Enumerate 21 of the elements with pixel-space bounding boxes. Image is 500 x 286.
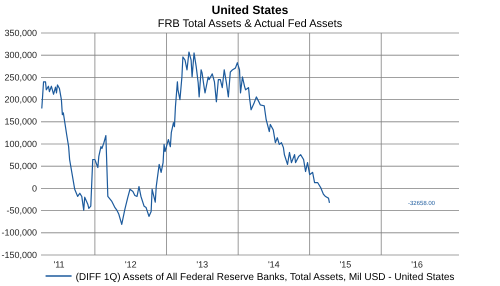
- y-tick-label: 0: [32, 183, 37, 194]
- x-tick-label: '14: [268, 259, 280, 270]
- y-tick-label: -100,000: [1, 228, 37, 238]
- y-tick-label: 100,000: [4, 138, 37, 149]
- y-tick-label: 300,000: [4, 50, 37, 60]
- y-tick-label: -150,000: [1, 250, 37, 260]
- x-tick-label: '16: [411, 259, 423, 270]
- y-tick-label: 200,000: [4, 94, 37, 104]
- y-tick-label: 350,000: [4, 28, 37, 38]
- x-tick-label: '13: [196, 259, 208, 270]
- chart-subtitle: FRB Total Assets & Actual Fed Assets: [158, 18, 343, 30]
- line-series: [41, 51, 330, 225]
- x-tick-label: '11: [54, 259, 65, 270]
- y-tick-label: 150,000: [4, 116, 37, 127]
- x-tick-label: '12: [124, 259, 137, 270]
- x-tick-label: '15: [339, 259, 352, 270]
- chart-title: United States: [212, 3, 289, 17]
- y-tick-label: -50,000: [6, 205, 37, 216]
- legend-label: (DIFF 1Q) Assets of All Federal Reserve Banks, Total Assets, Mil USD - United States: [76, 272, 454, 283]
- y-tick-label: 50,000: [9, 161, 37, 172]
- y-tick-label: 250,000: [4, 72, 37, 82]
